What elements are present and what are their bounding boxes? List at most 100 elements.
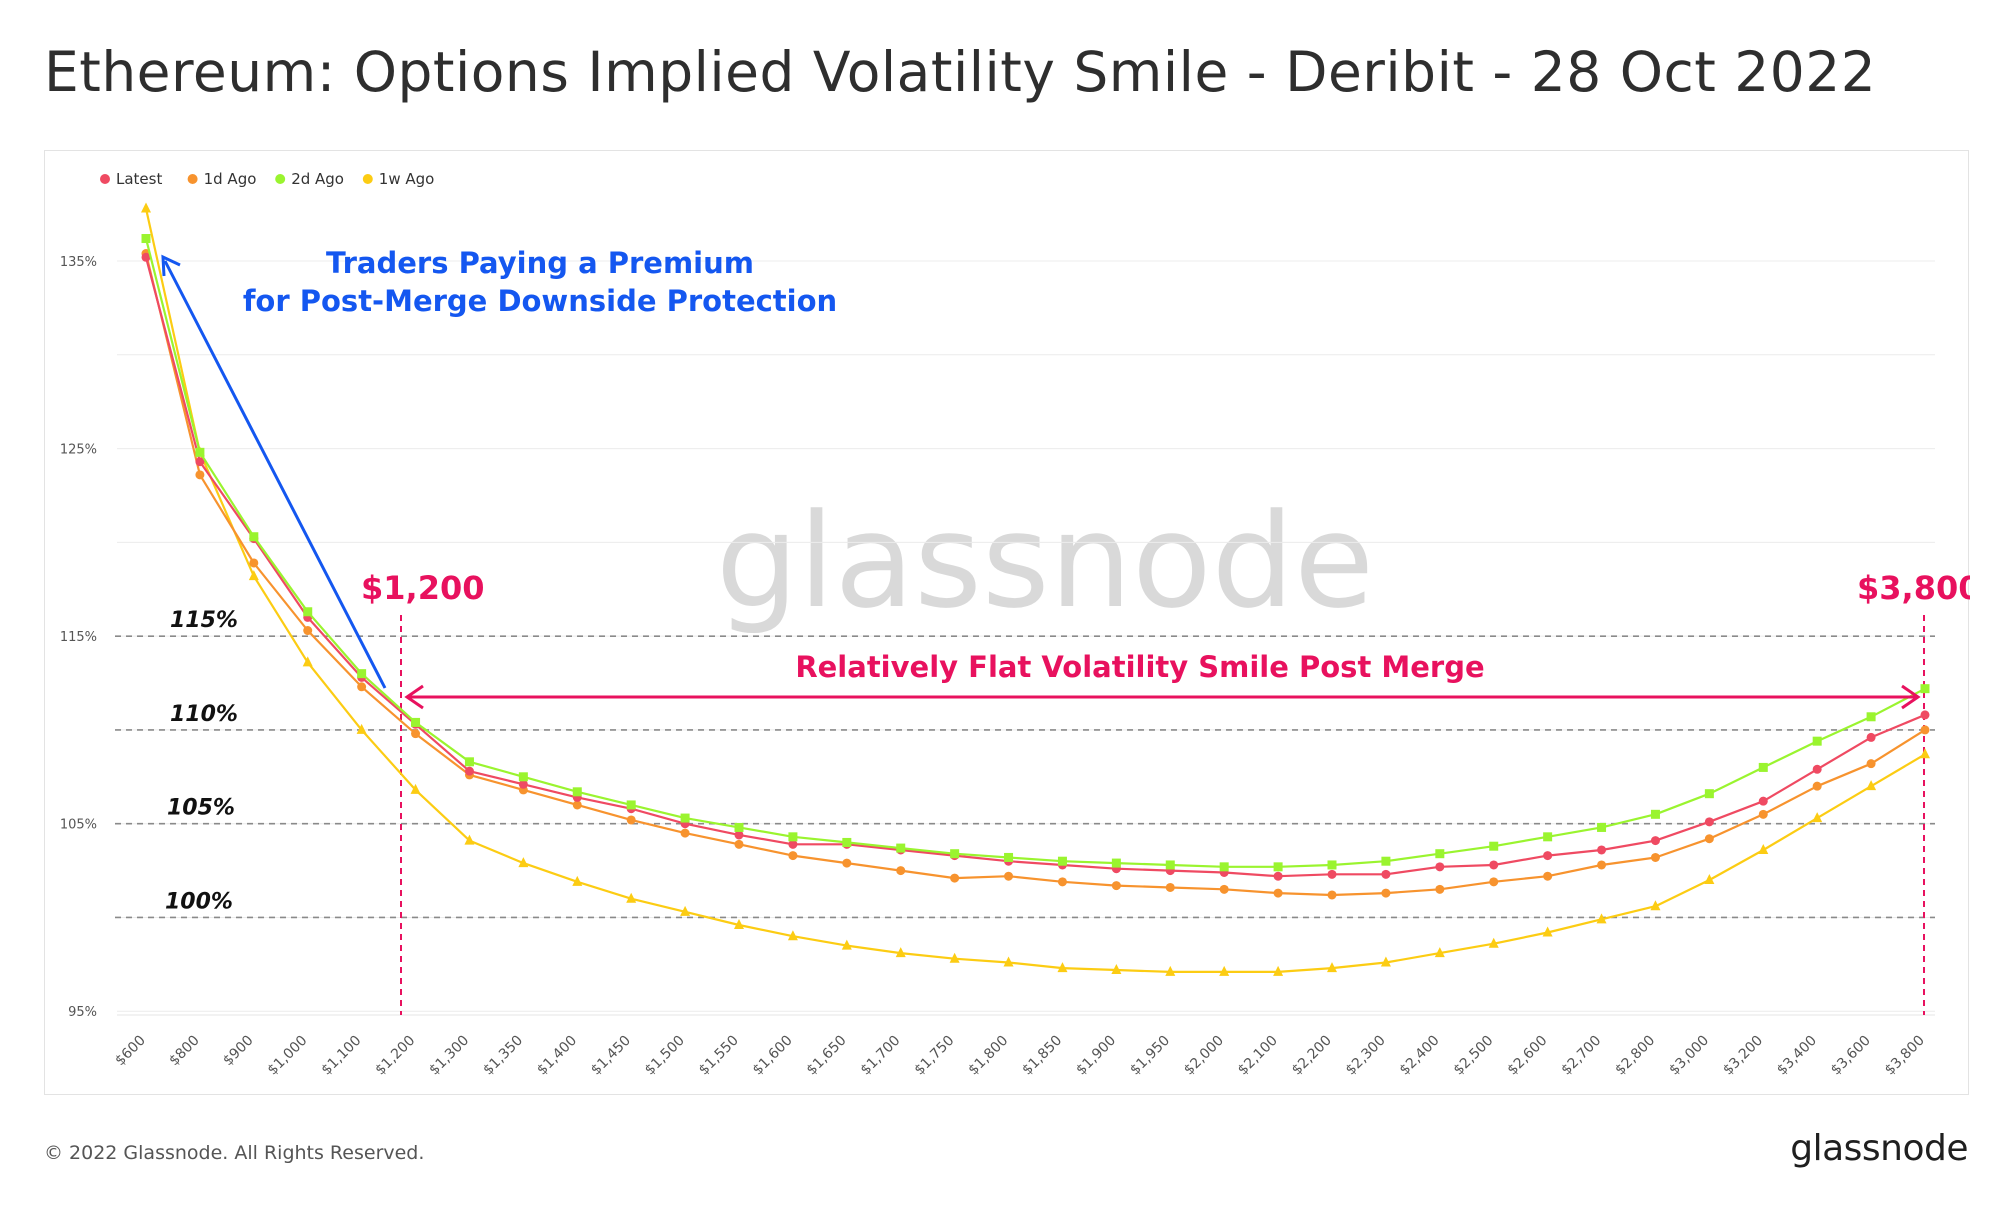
data-point bbox=[1543, 871, 1553, 881]
x-tick-label: $1,750 bbox=[912, 1033, 958, 1079]
level-label: 100% bbox=[165, 889, 233, 914]
data-point bbox=[1165, 882, 1175, 892]
data-point bbox=[1380, 956, 1391, 967]
data-point bbox=[1704, 873, 1715, 884]
x-tick-label: $1,600 bbox=[750, 1033, 796, 1079]
data-point bbox=[572, 787, 582, 797]
data-point bbox=[1273, 862, 1283, 872]
data-point bbox=[1273, 965, 1284, 976]
data-point bbox=[1111, 858, 1121, 868]
data-point bbox=[680, 905, 691, 916]
data-point bbox=[1758, 796, 1768, 806]
data-point bbox=[1866, 780, 1877, 791]
x-tick-label: $2,200 bbox=[1289, 1033, 1335, 1079]
x-tick-label: $1,350 bbox=[480, 1033, 526, 1079]
x-tick-label: $600 bbox=[112, 1033, 149, 1070]
data-point bbox=[195, 470, 205, 480]
data-point bbox=[141, 234, 151, 244]
data-point bbox=[357, 682, 367, 692]
data-point bbox=[1435, 884, 1445, 894]
x-tick-label: $3,000 bbox=[1666, 1033, 1712, 1079]
data-point bbox=[1866, 732, 1876, 742]
data-point bbox=[1920, 725, 1930, 735]
data-point bbox=[1704, 834, 1714, 844]
data-point bbox=[1597, 822, 1607, 832]
data-point bbox=[1327, 890, 1337, 900]
y-tick-label: 135% bbox=[60, 255, 97, 270]
x-tick-label: $2,800 bbox=[1612, 1033, 1658, 1079]
x-tick-label: $1,000 bbox=[265, 1033, 311, 1079]
right-price-label: $3,800 bbox=[1857, 569, 1970, 607]
x-tick-label: $2,500 bbox=[1451, 1033, 1497, 1079]
data-point bbox=[1165, 965, 1176, 976]
flat-smile-annotation: Relatively Flat Volatility Smile Post Me… bbox=[795, 650, 1484, 684]
data-point bbox=[357, 669, 367, 679]
data-point bbox=[1057, 962, 1068, 973]
data-point bbox=[302, 656, 313, 667]
x-tick-label: $1,300 bbox=[426, 1033, 472, 1079]
data-point bbox=[896, 843, 906, 853]
x-tick-label: $1,700 bbox=[858, 1033, 904, 1079]
x-tick-label: $3,400 bbox=[1774, 1033, 1820, 1079]
data-point bbox=[1650, 836, 1660, 846]
x-tick-label: $1,400 bbox=[534, 1033, 580, 1079]
data-point bbox=[950, 849, 960, 859]
premium-arrow-head bbox=[161, 254, 181, 277]
level-label: 105% bbox=[167, 796, 235, 821]
premium-arrow-shaft bbox=[163, 260, 387, 689]
data-point bbox=[734, 918, 744, 929]
data-point bbox=[464, 766, 474, 776]
data-point bbox=[626, 892, 637, 903]
x-tick-label: $2,700 bbox=[1558, 1033, 1604, 1079]
data-point bbox=[518, 772, 528, 782]
x-tick-label: $900 bbox=[220, 1033, 257, 1070]
data-point bbox=[626, 800, 636, 810]
data-point bbox=[1219, 884, 1229, 894]
level-label: 110% bbox=[170, 702, 238, 727]
data-point bbox=[410, 783, 421, 794]
data-point bbox=[1758, 762, 1768, 772]
data-point bbox=[303, 607, 313, 617]
data-point bbox=[195, 457, 205, 467]
data-point bbox=[572, 800, 582, 810]
data-point bbox=[1489, 877, 1499, 887]
x-tick-label: $1,950 bbox=[1127, 1033, 1173, 1079]
data-point bbox=[680, 828, 690, 838]
x-tick-label: $3,600 bbox=[1828, 1033, 1874, 1079]
legend-swatch bbox=[362, 174, 373, 184]
data-point bbox=[249, 532, 259, 542]
data-point bbox=[1920, 748, 1930, 759]
left-price-label: $1,200 bbox=[361, 569, 484, 607]
data-point bbox=[1381, 856, 1391, 866]
series-line-1w-ago bbox=[144, 208, 1926, 974]
data-point bbox=[141, 252, 151, 262]
data-point bbox=[1704, 817, 1714, 827]
data-point bbox=[1111, 881, 1121, 891]
data-point bbox=[1543, 851, 1553, 861]
data-point bbox=[356, 723, 367, 734]
data-point bbox=[949, 952, 960, 963]
data-point bbox=[1057, 856, 1067, 866]
data-point bbox=[411, 717, 421, 727]
x-tick-label: $1,850 bbox=[1019, 1033, 1065, 1079]
x-tick-label: $2,000 bbox=[1181, 1033, 1227, 1079]
data-point bbox=[518, 779, 528, 789]
data-point bbox=[1758, 843, 1769, 854]
y-tick-label: 105% bbox=[60, 818, 97, 833]
x-tick-label: $1,500 bbox=[642, 1033, 688, 1079]
x-tick-label: $1,550 bbox=[696, 1033, 742, 1079]
data-point bbox=[1758, 809, 1768, 819]
data-point bbox=[842, 858, 852, 868]
data-point bbox=[626, 815, 636, 825]
data-point bbox=[1004, 852, 1014, 862]
data-point bbox=[1057, 877, 1067, 887]
legend-swatch bbox=[187, 174, 198, 184]
legend-swatch bbox=[275, 174, 286, 184]
data-point bbox=[1219, 965, 1230, 976]
y-tick-label: 115% bbox=[60, 630, 97, 645]
data-point bbox=[411, 729, 421, 739]
x-tick-label: $3,200 bbox=[1720, 1033, 1766, 1079]
series-line-1d-ago bbox=[144, 253, 1926, 897]
data-point bbox=[195, 447, 205, 457]
data-point bbox=[1489, 860, 1499, 870]
